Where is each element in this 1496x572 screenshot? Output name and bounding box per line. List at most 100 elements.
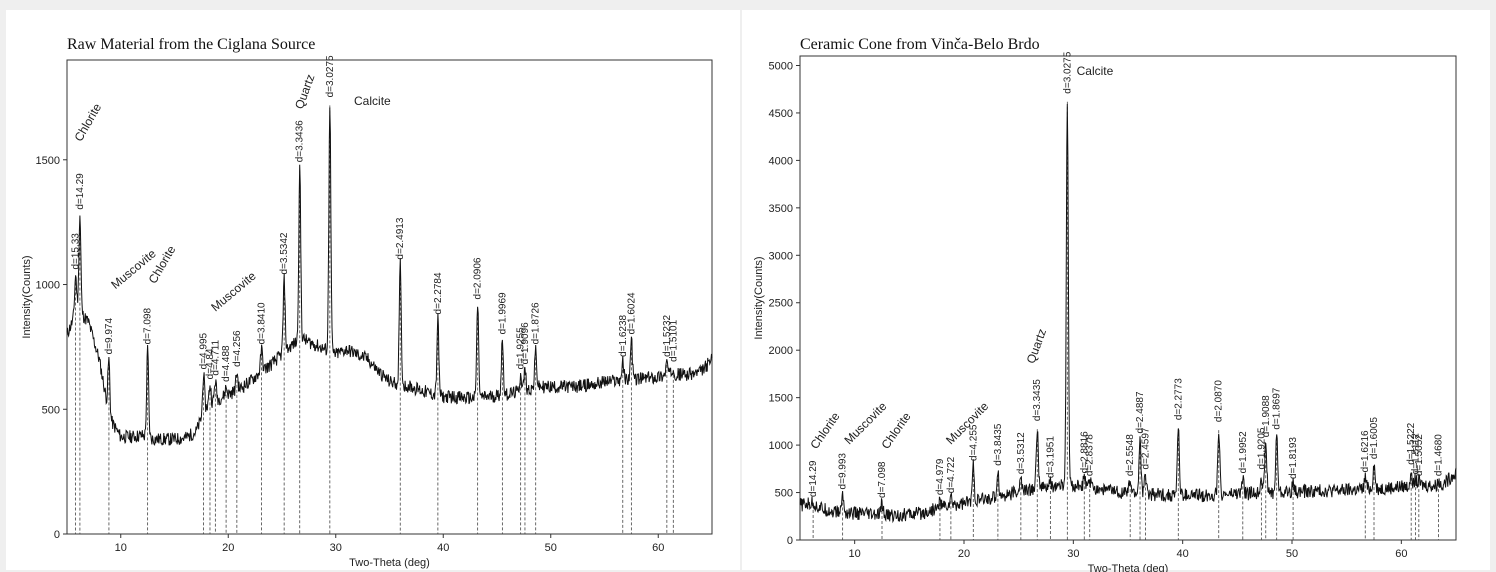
peak-label: d=4.979	[935, 458, 946, 495]
peak-label: d=2.5548	[1125, 434, 1136, 476]
chart-title: Raw Material from the Ciglana Source	[67, 36, 316, 53]
x-tick-label: 50	[545, 542, 557, 554]
peak-label: d=2.8378	[1085, 434, 1096, 476]
peak-label: d=1.9969	[497, 292, 508, 334]
peak-label: d=1.6238	[618, 314, 629, 356]
y-tick-label: 1500	[36, 155, 60, 167]
peak-label: d=1.8726	[531, 302, 542, 344]
phase-label: Calcite	[354, 94, 391, 108]
peak-label: d=9.993	[838, 453, 849, 490]
y-tick-label: 2500	[769, 298, 793, 310]
y-axis-title: Intensity(Counts)	[753, 256, 765, 339]
y-tick-label: 500	[42, 404, 60, 416]
y-tick-label: 0	[787, 535, 793, 547]
y-tick-label: 2000	[769, 345, 793, 357]
x-tick-label: 10	[115, 542, 127, 554]
peak-label: d=2.4913	[395, 217, 406, 259]
x-tick-label: 60	[1395, 548, 1407, 560]
peak-label: d=1.9205	[1256, 427, 1267, 469]
chart-panel-vinca: Ceramic Cone from Vinča-Belo Brdo 10 20 30…	[742, 10, 1490, 572]
peak-label: d=2.2773	[1173, 378, 1184, 420]
peak-label: d=3.5312	[1016, 432, 1027, 474]
peak-label: d=4.255	[968, 424, 979, 461]
x-tick-label: 30	[1067, 548, 1079, 560]
x-tick-label: 40	[437, 542, 449, 554]
y-tick-label: 3000	[769, 250, 793, 262]
peak-label: d=3.0275	[325, 55, 336, 97]
peak-label: d=4.995	[199, 332, 210, 369]
peak-label: d=14.29	[808, 460, 819, 497]
peak-label: d=3.0275	[1062, 51, 1073, 93]
peak-label: d=1.5101	[668, 319, 679, 361]
diffraction-trace	[799, 104, 1457, 524]
phase-label: Quartz	[1024, 327, 1049, 366]
y-tick-label: 500	[775, 488, 793, 500]
plot-frame	[799, 55, 1457, 541]
peak-label: d=7.098	[877, 461, 888, 498]
peak-label: d=1.6024	[626, 292, 637, 334]
y-tick-label: 0	[54, 529, 60, 541]
y-tick-label: 1000	[36, 280, 60, 292]
x-tick-label: 60	[652, 542, 664, 554]
peak-label: d=1.5112	[1411, 433, 1422, 475]
peak-label: d=9.974	[104, 318, 115, 355]
peak-label: d=2.2784	[433, 272, 444, 314]
peak-label: d=3.3436	[295, 120, 306, 162]
peak-label: d=4.488	[221, 345, 232, 382]
plot-frame	[66, 59, 713, 535]
peak-label: d=2.4887	[1135, 391, 1146, 433]
peak-label: d=2.0870	[1214, 380, 1225, 422]
peak-label: d=1.4680	[1434, 434, 1445, 476]
y-tick-label: 4500	[769, 108, 793, 120]
peak-label: d=1.9952	[1238, 431, 1249, 473]
peak-label: d=1.6216	[1360, 430, 1371, 472]
phase-label: Calcite	[1077, 64, 1114, 78]
peak-label: d=15.33	[71, 233, 82, 270]
peak-label: d=1.6005	[1369, 417, 1380, 459]
peak-label: d=2.0906	[473, 257, 484, 299]
y-tick-label: 1000	[769, 440, 793, 452]
x-tick-label: 20	[958, 548, 970, 560]
phase-label: Chlorite	[71, 101, 104, 144]
phase-label: Muscovite	[943, 399, 991, 447]
peak-label: d=3.3435	[1032, 379, 1043, 421]
peak-label: d=4.711	[210, 339, 221, 375]
x-tick-label: 30	[330, 542, 342, 554]
peak-label: d=1.5222	[1406, 422, 1417, 464]
peak-label: d=3.8410	[257, 302, 268, 344]
phase-label: Quartz	[292, 72, 317, 111]
y-tick-label: 1500	[769, 393, 793, 405]
peak-label: d=14.29	[75, 173, 86, 210]
peak-label: d=1.5232	[662, 314, 673, 356]
xrd-chart-ciglana: 10 20 30 40 50 60 0 500 1000 1500 Two-Theta (deg) I…	[21, 55, 713, 569]
x-tick-label: 10	[849, 548, 861, 560]
chart-panel-ciglana: Raw Material from the Ciglana Source 10 2…	[6, 10, 740, 570]
peak-label: d=1.8193	[1288, 437, 1299, 479]
x-axis-title: Two-Theta (deg)	[1088, 563, 1169, 572]
x-tick-label: 50	[1286, 548, 1298, 560]
phase-label: Chlorite	[878, 409, 913, 451]
y-axis-title: Intensity(Counts)	[21, 255, 33, 338]
y-tick-label: 3500	[769, 203, 793, 215]
peak-label: d=2.4597	[1140, 427, 1151, 469]
peak-label: d=1.9088	[1261, 395, 1272, 437]
peak-label: d=2.8816	[1079, 431, 1090, 473]
peak-label: d=1.9255	[516, 327, 527, 369]
peak-label: d=1.5052	[1414, 434, 1425, 476]
peak-label: d=4.256	[232, 330, 243, 367]
peak-label: d=1.9096	[520, 322, 531, 364]
peak-label: d=4.84	[205, 348, 216, 379]
peak-label: d=3.1951	[1045, 436, 1056, 478]
peak-label: d=1.8697	[1272, 387, 1283, 429]
y-tick-label: 4000	[769, 155, 793, 167]
chart-title: Ceramic Cone from Vinča-Belo Brdo	[800, 36, 1040, 53]
x-axis-title: Two-Theta (deg)	[349, 557, 430, 569]
peak-label: d=7.098	[143, 308, 154, 345]
phase-label: Chlorite	[807, 409, 842, 451]
peak-label: d=4.722	[946, 456, 957, 493]
x-tick-label: 20	[222, 542, 234, 554]
y-tick-label: 5000	[769, 60, 793, 72]
peak-label: d=3.5342	[279, 232, 290, 274]
diffraction-trace	[66, 107, 713, 446]
x-tick-label: 40	[1177, 548, 1189, 560]
